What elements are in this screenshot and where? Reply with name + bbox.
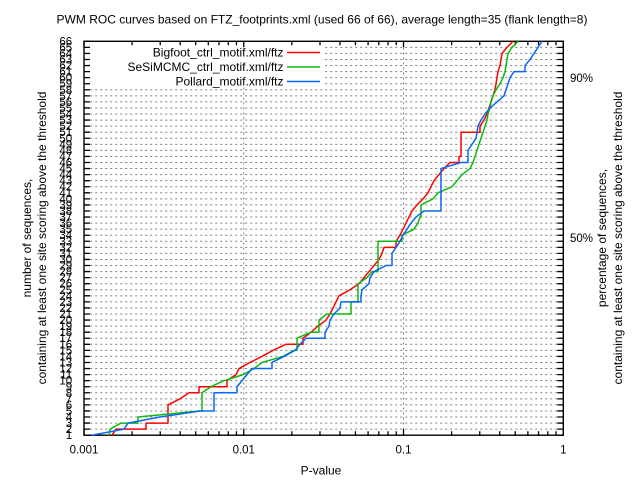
svg-text:47: 47 — [59, 151, 72, 163]
svg-text:3: 3 — [66, 418, 72, 430]
svg-text:13: 13 — [59, 357, 72, 369]
svg-text:50%: 50% — [570, 233, 593, 245]
svg-text:58: 58 — [59, 85, 72, 97]
svg-text:51: 51 — [59, 127, 72, 139]
svg-text:Pollard_motif.xml/ftz: Pollard_motif.xml/ftz — [175, 75, 283, 89]
svg-text:62: 62 — [59, 61, 72, 73]
svg-text:30: 30 — [59, 254, 72, 266]
svg-text:P-value: P-value — [301, 464, 342, 478]
svg-text:17: 17 — [59, 333, 72, 345]
svg-text:5: 5 — [66, 406, 72, 418]
svg-text:49: 49 — [59, 139, 72, 151]
svg-text:7: 7 — [66, 394, 72, 406]
svg-text:20: 20 — [59, 315, 72, 327]
svg-text:63: 63 — [59, 54, 72, 66]
svg-text:percentage of sequences,: percentage of sequences, — [595, 169, 609, 307]
svg-text:31: 31 — [59, 248, 72, 260]
svg-text:25: 25 — [59, 285, 72, 297]
svg-text:55: 55 — [59, 103, 72, 115]
svg-text:22: 22 — [59, 303, 72, 315]
svg-text:18: 18 — [59, 327, 72, 339]
svg-text:6: 6 — [66, 400, 72, 412]
svg-text:10: 10 — [59, 376, 72, 388]
svg-text:36: 36 — [59, 218, 72, 230]
svg-text:43: 43 — [59, 176, 72, 188]
svg-text:1: 1 — [66, 430, 72, 442]
svg-text:40: 40 — [59, 194, 72, 206]
svg-text:33: 33 — [59, 236, 72, 248]
svg-text:27: 27 — [59, 273, 72, 285]
svg-text:52: 52 — [59, 121, 72, 133]
svg-text:32: 32 — [59, 242, 72, 254]
svg-text:46: 46 — [59, 158, 72, 170]
svg-text:44: 44 — [59, 170, 72, 182]
svg-text:59: 59 — [59, 79, 72, 91]
svg-text:number of sequences,: number of sequences, — [20, 179, 34, 298]
svg-text:4: 4 — [66, 412, 73, 424]
svg-text:45: 45 — [59, 164, 72, 176]
svg-text:SeSiMCMC_ctrl_motif.xml/ftz: SeSiMCMC_ctrl_motif.xml/ftz — [127, 60, 283, 74]
svg-text:1: 1 — [560, 445, 566, 457]
svg-text:23: 23 — [59, 297, 72, 309]
svg-text:64: 64 — [59, 48, 72, 60]
svg-text:35: 35 — [59, 224, 72, 236]
svg-text:0.001: 0.001 — [70, 445, 99, 457]
svg-text:containing at least one site s: containing at least one site scoring abo… — [35, 92, 49, 385]
svg-text:34: 34 — [59, 230, 72, 242]
svg-text:12: 12 — [59, 364, 72, 376]
svg-text:9: 9 — [66, 382, 72, 394]
svg-text:14: 14 — [59, 351, 72, 363]
svg-text:containing at least one site s: containing at least one site scoring abo… — [611, 92, 625, 385]
svg-text:50: 50 — [59, 133, 72, 145]
svg-text:42: 42 — [59, 182, 72, 194]
svg-text:57: 57 — [59, 91, 72, 103]
svg-text:0.01: 0.01 — [233, 445, 255, 457]
svg-text:61: 61 — [59, 67, 72, 79]
svg-text:66: 66 — [59, 36, 72, 48]
svg-text:8: 8 — [66, 388, 72, 400]
svg-text:PWM ROC curves based on FTZ_fo: PWM ROC curves based on FTZ_footprints.x… — [57, 13, 588, 27]
svg-text:37: 37 — [59, 212, 72, 224]
svg-text:24: 24 — [59, 291, 72, 303]
svg-text:39: 39 — [59, 200, 72, 212]
svg-text:0.1: 0.1 — [396, 445, 412, 457]
svg-text:21: 21 — [59, 309, 72, 321]
svg-text:29: 29 — [59, 261, 72, 273]
svg-text:19: 19 — [59, 321, 72, 333]
svg-text:60: 60 — [59, 73, 72, 85]
svg-text:11: 11 — [60, 370, 72, 382]
svg-text:90%: 90% — [570, 73, 593, 85]
svg-text:65: 65 — [59, 42, 72, 54]
svg-text:Bigfoot_ctrl_motif.xml/ftz: Bigfoot_ctrl_motif.xml/ftz — [153, 46, 284, 60]
svg-text:48: 48 — [59, 145, 72, 157]
svg-text:56: 56 — [59, 97, 72, 109]
svg-text:2: 2 — [66, 424, 72, 436]
svg-text:41: 41 — [59, 188, 72, 200]
svg-text:16: 16 — [59, 339, 72, 351]
svg-text:28: 28 — [59, 267, 72, 279]
svg-text:38: 38 — [59, 206, 72, 218]
svg-text:54: 54 — [59, 109, 72, 121]
svg-text:53: 53 — [59, 115, 72, 127]
svg-text:15: 15 — [59, 345, 72, 357]
svg-text:26: 26 — [59, 279, 72, 291]
